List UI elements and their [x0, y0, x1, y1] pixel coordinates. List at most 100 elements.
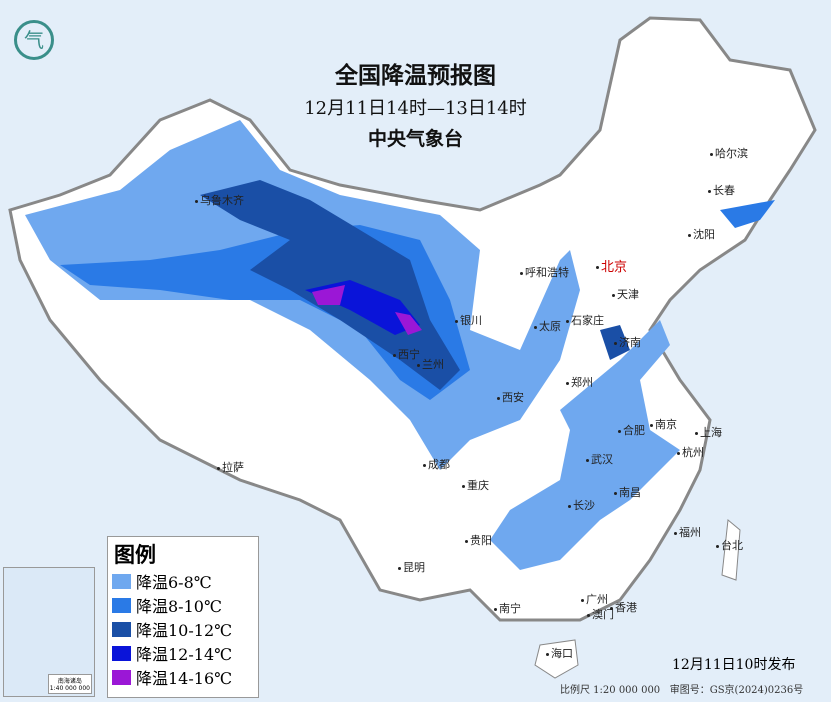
city-dot-icon	[710, 152, 713, 156]
scale-info: 比例尺 1:20 000 000 审图号：GS京(2024)0236号	[560, 681, 803, 696]
city-dot-icon	[546, 652, 549, 656]
city-name: 重庆	[467, 479, 489, 492]
city-name: 澳门	[592, 608, 614, 621]
city-dot-icon	[566, 319, 569, 323]
issuer: 中央气象台	[367, 128, 463, 150]
legend-label: 降温10-12℃	[136, 621, 233, 640]
city-dot-icon	[610, 606, 613, 610]
taiwan-island	[721, 519, 741, 581]
city-name: 福州	[679, 526, 701, 539]
city-label: 西安	[497, 389, 524, 405]
scale: 比例尺 1:20 000 000	[560, 685, 661, 696]
city-dot-icon	[494, 607, 497, 611]
city-name: 南宁	[499, 602, 521, 615]
city-name: 西宁	[398, 348, 420, 361]
city-dot-icon	[596, 266, 599, 269]
city-name: 贵阳	[470, 534, 492, 547]
publish-time: 12月11日10时发布	[672, 657, 796, 673]
city-name: 台北	[721, 539, 743, 552]
legend-label: 降温14-16℃	[136, 669, 233, 688]
city-name: 济南	[619, 336, 641, 349]
city-name: 昆明	[403, 561, 425, 574]
city-dot-icon	[586, 458, 589, 462]
city-name: 南京	[655, 418, 677, 431]
city-label: 广州	[581, 591, 608, 607]
legend-label: 降温8-10℃	[136, 597, 222, 616]
city-dot-icon	[398, 566, 401, 570]
city-label: 澳门	[587, 606, 614, 622]
city-name: 香港	[615, 601, 637, 614]
city-dot-icon	[708, 189, 711, 193]
city-label: 武汉	[586, 451, 613, 467]
legend-swatch	[112, 597, 131, 613]
city-dot-icon	[716, 544, 719, 548]
city-label: 太原	[534, 318, 561, 334]
legend-title: 图例	[114, 543, 156, 567]
legend-label: 降温6-8℃	[136, 573, 212, 592]
legend-item: 降温14-16℃	[112, 665, 258, 689]
city-name: 广州	[586, 593, 608, 606]
city-label: 贵阳	[465, 532, 492, 548]
city-label: 上海	[695, 424, 722, 440]
city-name: 合肥	[623, 424, 645, 437]
city-name: 长沙	[573, 499, 595, 512]
forecast-period: 12月11日14时—13日14时	[304, 98, 527, 119]
hainan-island	[534, 639, 579, 679]
city-name: 哈尔滨	[715, 147, 748, 160]
city-name: 上海	[700, 426, 722, 439]
legend-item: 降温12-14℃	[112, 641, 258, 665]
city-label: 兰州	[417, 356, 444, 372]
city-dot-icon	[195, 199, 198, 203]
city-dot-icon	[393, 353, 396, 357]
city-label: 济南	[614, 334, 641, 350]
city-name: 长春	[713, 184, 735, 197]
city-label: 重庆	[462, 477, 489, 493]
city-name: 乌鲁木齐	[200, 194, 244, 207]
south-china-sea-inset: 南海诸岛 1:40 000 000	[3, 567, 95, 697]
city-dot-icon	[534, 325, 537, 329]
city-label: 天津	[612, 286, 639, 302]
city-name: 银川	[460, 314, 482, 327]
city-label: 南宁	[494, 600, 521, 616]
city-label: 银川	[455, 312, 482, 328]
cma-logo-icon: 气	[14, 20, 54, 60]
city-name: 太原	[539, 320, 561, 333]
city-name: 西安	[502, 391, 524, 404]
city-name: 拉萨	[222, 461, 244, 474]
city-dot-icon	[465, 539, 468, 543]
approval-number: 审图号：GS京(2024)0236号	[669, 685, 804, 696]
city-label: 西宁	[393, 346, 420, 362]
legend-swatch	[112, 645, 131, 661]
city-label: 拉萨	[217, 459, 244, 475]
city-name: 郑州	[571, 376, 593, 389]
city-dot-icon	[674, 531, 677, 535]
legend-item: 降温8-10℃	[112, 593, 258, 617]
city-label: 福州	[674, 524, 701, 540]
city-name: 北京	[601, 260, 628, 275]
city-dot-icon	[581, 598, 584, 602]
city-name: 杭州	[682, 446, 704, 459]
legend-swatch	[112, 573, 131, 589]
city-dot-icon	[423, 463, 426, 467]
city-name: 呼和浩特	[525, 266, 569, 279]
city-label: 呼和浩特	[520, 264, 569, 280]
city-label: 昆明	[398, 559, 425, 575]
city-name: 兰州	[422, 358, 444, 371]
city-dot-icon	[695, 431, 698, 435]
city-dot-icon	[650, 423, 653, 427]
legend-swatch	[112, 669, 131, 685]
city-label: 乌鲁木齐	[195, 192, 244, 208]
city-dot-icon	[618, 429, 621, 433]
city-label: 成都	[423, 456, 450, 472]
city-dot-icon	[614, 341, 617, 345]
city-label: 合肥	[618, 422, 645, 438]
city-name: 武汉	[591, 453, 613, 466]
city-dot-icon	[677, 451, 680, 455]
city-dot-icon	[520, 271, 523, 275]
city-name: 天津	[617, 288, 639, 301]
city-dot-icon	[417, 363, 420, 367]
inset-caption: 南海诸岛	[57, 678, 82, 685]
city-dot-icon	[462, 484, 465, 488]
city-label: 长春	[708, 182, 735, 198]
